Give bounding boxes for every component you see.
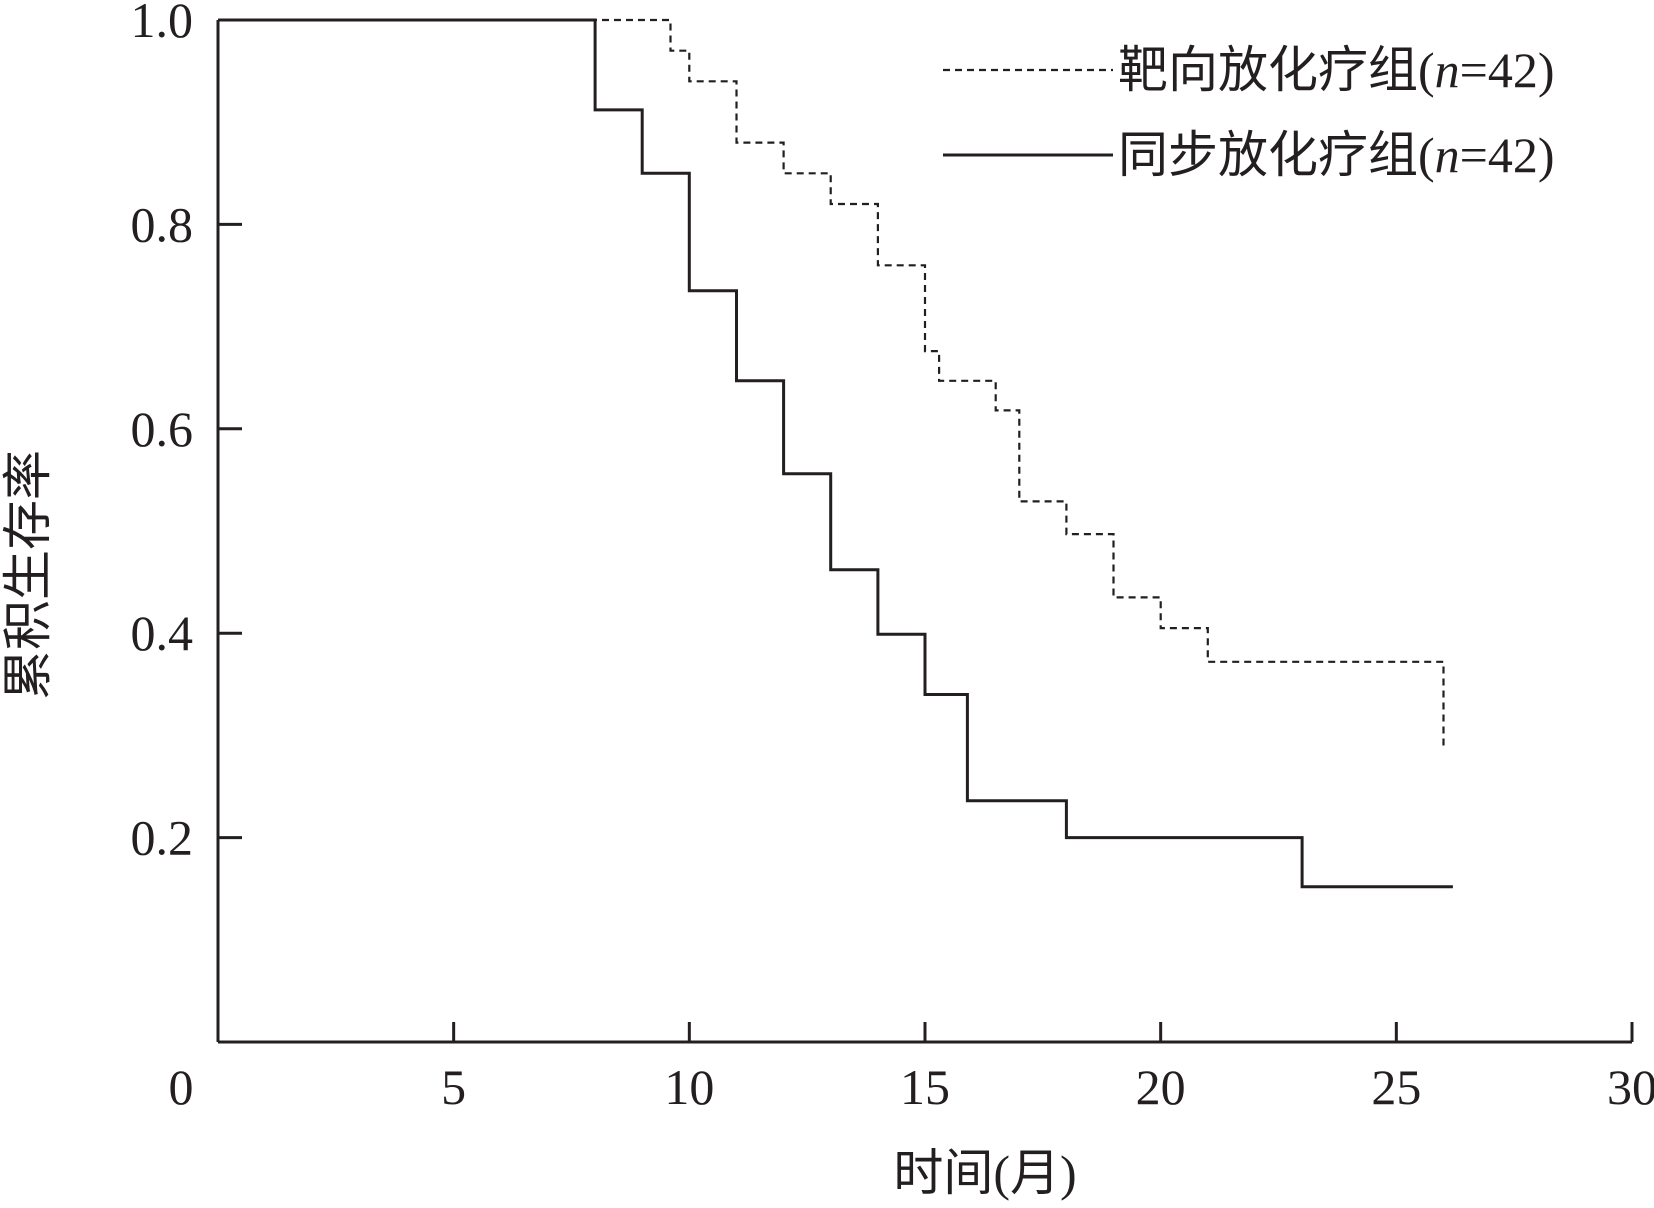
x-tick-label-20: 20 [1136, 1059, 1186, 1115]
y-tick-label-1.0: 1.0 [131, 0, 194, 48]
x-tick-label-0: 0 [169, 1059, 194, 1115]
x-axis-label: 时间(月) [893, 1145, 1076, 1201]
y-tick-label-0.2: 0.2 [131, 810, 194, 866]
series-layer [218, 18, 1453, 889]
y-axis-label: 累积生存率 [0, 450, 56, 700]
x-tick-label-10: 10 [664, 1059, 714, 1115]
y-tick-label-0.6: 0.6 [131, 401, 194, 457]
x-tick-label-15: 15 [900, 1059, 950, 1115]
x-tick-label-25: 25 [1371, 1059, 1421, 1115]
legend: 靶向放化疗组(n=42) 同步放化疗组(n=42) [943, 42, 1555, 183]
y-tick-label-0.4: 0.4 [131, 605, 194, 661]
series-line-1 [218, 18, 1453, 889]
x-tick-label-5: 5 [441, 1059, 466, 1115]
y-tick-label-0.8: 0.8 [131, 196, 194, 252]
legend-label-0: 靶向放化疗组(n=42) [1118, 42, 1555, 98]
axes: 0 5 10 15 20 25 30 0.2 0.4 0.6 0.8 1.0 [131, 0, 1654, 1115]
x-tick-label-30: 30 [1607, 1059, 1654, 1115]
legend-label-1: 同步放化疗组(n=42) [1118, 127, 1555, 183]
series-line-0 [218, 18, 1445, 748]
